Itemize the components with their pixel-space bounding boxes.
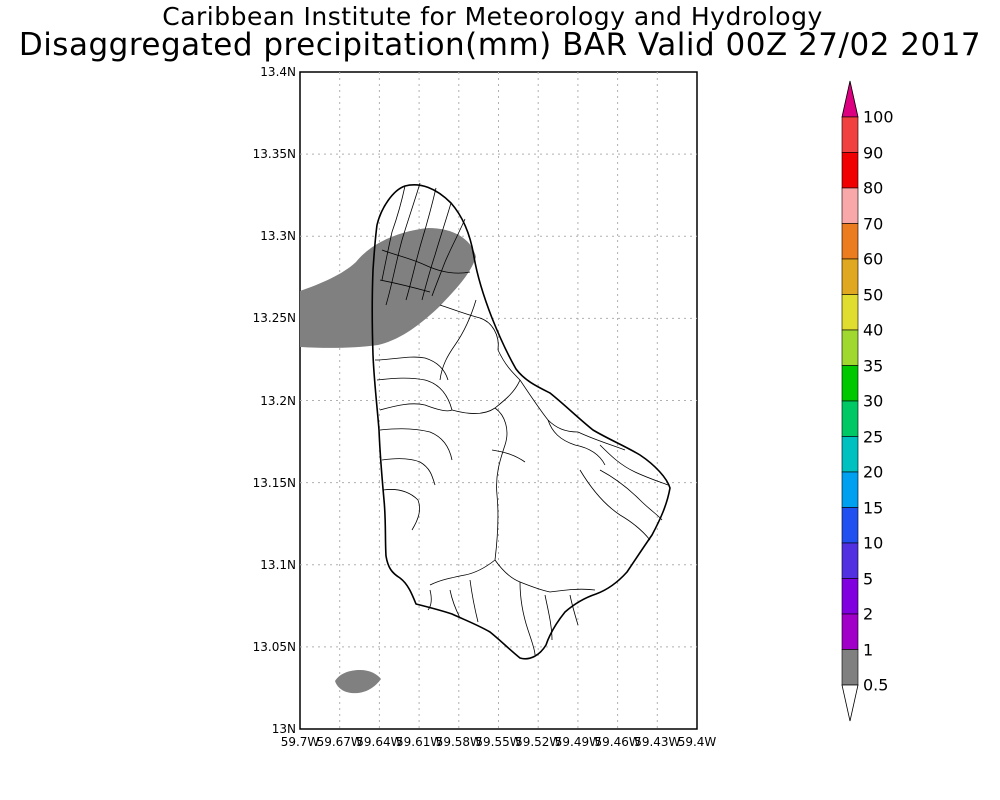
lon-tick-label: 59.52W: [515, 735, 562, 749]
colorbar-label: 1: [863, 640, 874, 659]
precip-area-northwest: [300, 228, 476, 348]
colorbar-label: 90: [863, 143, 884, 162]
lat-tick-label: 13.05N: [252, 639, 296, 654]
colorbar-label: 100: [863, 107, 894, 127]
lat-tick-label: 13.3N: [260, 229, 296, 244]
lon-tick-label: 59.4W: [677, 735, 717, 749]
colorbar-label: 20: [863, 462, 884, 482]
lon-tick-label: 59.58W: [435, 735, 482, 749]
colorbar-label: 30: [863, 391, 884, 411]
colorbar-swatch: [841, 116, 859, 153]
colorbar-swatch: [841, 152, 859, 189]
colorbar-swatch: [841, 329, 859, 366]
colorbar-swatch: [841, 187, 859, 224]
colorbar-label: 40: [863, 320, 884, 340]
lon-tick-label: 59.46W: [594, 735, 641, 749]
lat-tick-label: 13.2N: [260, 393, 296, 408]
colorbar-label: 15: [863, 498, 884, 517]
lat-tick-label: 13.1N: [260, 557, 296, 572]
colorbar-swatch: [841, 258, 859, 295]
colorbar-label: 5: [863, 569, 874, 588]
colorbar-label: 10: [863, 533, 884, 553]
colorbar-swatch: [841, 365, 859, 402]
colorbar-label: 35: [863, 356, 884, 375]
lon-tick-label: 59.64W: [356, 735, 403, 749]
colorbar-swatch: [841, 294, 859, 331]
lat-tick-label: 13.4N: [260, 65, 296, 79]
colorbar-swatch: [841, 578, 859, 615]
colorbar-min-triangle: [841, 684, 859, 722]
lon-tick-label: 59.67W: [316, 735, 363, 749]
lon-tick-label: 59.43W: [634, 735, 681, 749]
colorbar-swatch: [841, 613, 859, 650]
colorbar-swatch: [841, 400, 859, 437]
colorbar-max-triangle: [841, 80, 859, 118]
colorbar-swatch: [841, 436, 859, 473]
colorbar-label: 0.5: [863, 675, 889, 695]
colorbar-label: 60: [863, 249, 884, 269]
colorbar-swatch: [841, 649, 859, 686]
colorbar: [841, 80, 859, 722]
colorbar-swatch: [841, 471, 859, 508]
lon-tick-label: 59.61W: [395, 735, 443, 749]
lat-tick-label: 13.15N: [252, 475, 296, 490]
lon-tick-label: 59.7W: [280, 735, 320, 749]
precip-area-southwest: [335, 670, 381, 694]
lon-tick-label: 59.55W: [475, 735, 522, 749]
colorbar-label: 70: [863, 214, 884, 233]
lat-tick-label: 13.25N: [252, 311, 296, 326]
colorbar-swatch: [841, 223, 859, 260]
colorbar-label: 25: [863, 427, 884, 446]
lat-tick-label: 13N: [271, 722, 296, 736]
catchment-boundaries: [374, 182, 669, 656]
map-title: Disaggregated precipitation(mm) BAR Vali…: [18, 27, 982, 63]
lat-tick-label: 13.35N: [252, 147, 296, 162]
colorbar-label: 2: [863, 604, 874, 624]
colorbar-label: 50: [863, 285, 884, 304]
colorbar-swatch: [841, 542, 859, 579]
colorbar-label: 80: [863, 178, 884, 198]
lon-tick-label: 59.49W: [554, 735, 601, 749]
colorbar-swatch: [841, 507, 859, 544]
institute-title: Caribbean Institute for Meteorology and …: [162, 2, 823, 31]
island-coastline: [371, 184, 671, 660]
